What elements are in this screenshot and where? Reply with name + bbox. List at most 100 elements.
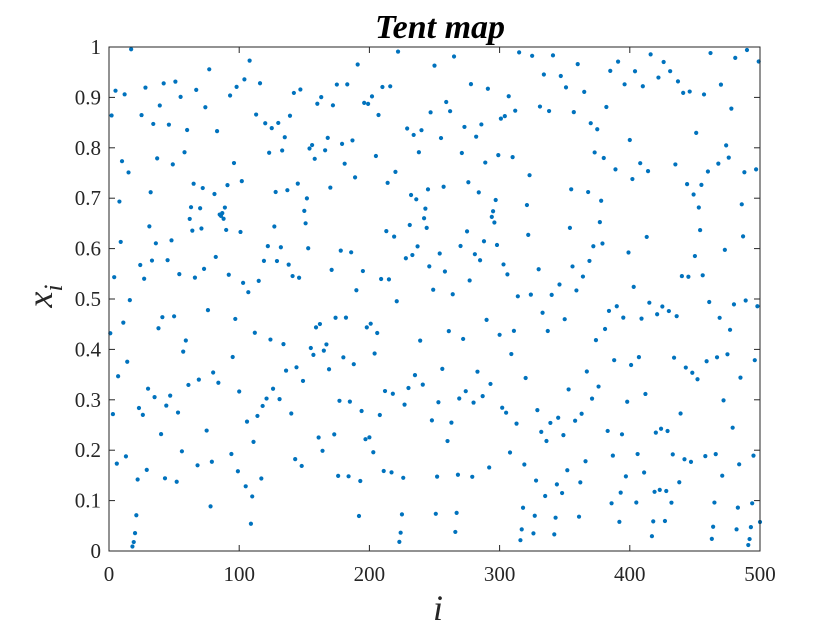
data-point bbox=[384, 229, 389, 234]
data-point bbox=[441, 184, 446, 189]
data-point bbox=[130, 544, 135, 549]
data-point bbox=[268, 337, 273, 342]
data-point bbox=[477, 258, 483, 263]
data-point bbox=[431, 287, 436, 292]
data-point bbox=[358, 478, 363, 484]
data-point bbox=[188, 205, 194, 210]
data-point bbox=[467, 278, 472, 283]
data-point bbox=[448, 109, 453, 114]
data-point bbox=[129, 47, 134, 52]
data-point bbox=[753, 167, 759, 172]
data-point bbox=[645, 169, 651, 174]
data-point bbox=[561, 432, 566, 438]
data-point bbox=[320, 448, 325, 453]
data-point bbox=[277, 397, 282, 402]
data-point bbox=[390, 391, 395, 396]
y-axis-label-sub: i bbox=[39, 284, 68, 291]
data-point bbox=[145, 386, 151, 391]
data-point bbox=[567, 225, 573, 230]
data-point bbox=[433, 511, 438, 516]
data-point bbox=[726, 155, 731, 160]
data-point bbox=[541, 72, 546, 77]
data-point bbox=[695, 377, 700, 382]
data-point bbox=[522, 462, 527, 467]
data-point bbox=[394, 299, 399, 304]
data-point bbox=[234, 84, 239, 89]
data-point bbox=[173, 79, 178, 84]
data-point bbox=[200, 185, 205, 191]
data-point bbox=[449, 420, 454, 425]
data-point bbox=[311, 352, 316, 357]
x-tick-label: 200 bbox=[354, 562, 386, 586]
data-point bbox=[700, 273, 705, 278]
data-point bbox=[170, 162, 175, 167]
data-point bbox=[321, 348, 326, 353]
data-point bbox=[519, 527, 524, 532]
data-point bbox=[332, 432, 337, 437]
data-point bbox=[416, 150, 421, 155]
data-point bbox=[638, 161, 643, 166]
data-point bbox=[653, 430, 658, 435]
data-point bbox=[722, 247, 727, 252]
data-point bbox=[239, 178, 244, 184]
data-point bbox=[148, 190, 153, 195]
data-point bbox=[205, 308, 211, 313]
data-point bbox=[718, 82, 724, 87]
data-point bbox=[172, 314, 177, 319]
data-point bbox=[705, 169, 711, 174]
data-point bbox=[260, 403, 265, 409]
data-point bbox=[317, 321, 323, 327]
data-point bbox=[285, 188, 290, 193]
data-point bbox=[648, 52, 653, 57]
data-point bbox=[225, 183, 230, 188]
data-point bbox=[591, 244, 596, 249]
data-point bbox=[388, 84, 393, 89]
y-tick-label: 0.8 bbox=[75, 136, 101, 160]
data-point bbox=[457, 396, 462, 401]
data-point bbox=[696, 205, 701, 210]
data-point bbox=[142, 276, 147, 281]
data-point bbox=[230, 354, 235, 360]
data-point bbox=[593, 338, 599, 343]
data-point bbox=[254, 112, 259, 117]
data-point bbox=[339, 141, 345, 146]
data-point bbox=[518, 538, 523, 543]
data-point bbox=[733, 55, 738, 60]
data-point bbox=[497, 332, 502, 337]
data-point bbox=[363, 437, 368, 442]
data-point bbox=[673, 162, 678, 167]
data-point bbox=[530, 53, 535, 58]
data-point bbox=[621, 315, 626, 320]
data-point bbox=[571, 110, 576, 115]
data-point bbox=[461, 336, 466, 342]
data-point bbox=[642, 470, 647, 475]
data-point bbox=[329, 267, 334, 272]
data-point bbox=[494, 242, 500, 248]
data-point bbox=[678, 411, 683, 416]
data-point bbox=[381, 468, 386, 474]
data-point bbox=[614, 304, 619, 309]
data-point bbox=[520, 505, 526, 510]
data-point bbox=[127, 298, 132, 303]
data-point bbox=[351, 362, 356, 367]
data-point bbox=[423, 206, 428, 211]
data-point bbox=[168, 393, 173, 398]
data-point bbox=[682, 457, 687, 462]
data-point bbox=[474, 134, 479, 139]
data-point bbox=[479, 122, 484, 127]
data-point bbox=[303, 221, 308, 226]
data-point bbox=[369, 94, 375, 99]
data-point bbox=[437, 251, 442, 256]
data-point bbox=[652, 489, 657, 494]
data-point bbox=[220, 211, 225, 216]
data-point bbox=[687, 89, 692, 94]
data-point bbox=[204, 428, 209, 433]
data-point bbox=[269, 126, 274, 131]
data-point bbox=[211, 370, 216, 375]
data-point bbox=[406, 385, 411, 391]
data-point bbox=[126, 170, 131, 175]
data-point bbox=[392, 234, 397, 239]
data-point bbox=[485, 86, 490, 91]
data-point bbox=[291, 90, 296, 96]
data-point bbox=[135, 477, 140, 482]
